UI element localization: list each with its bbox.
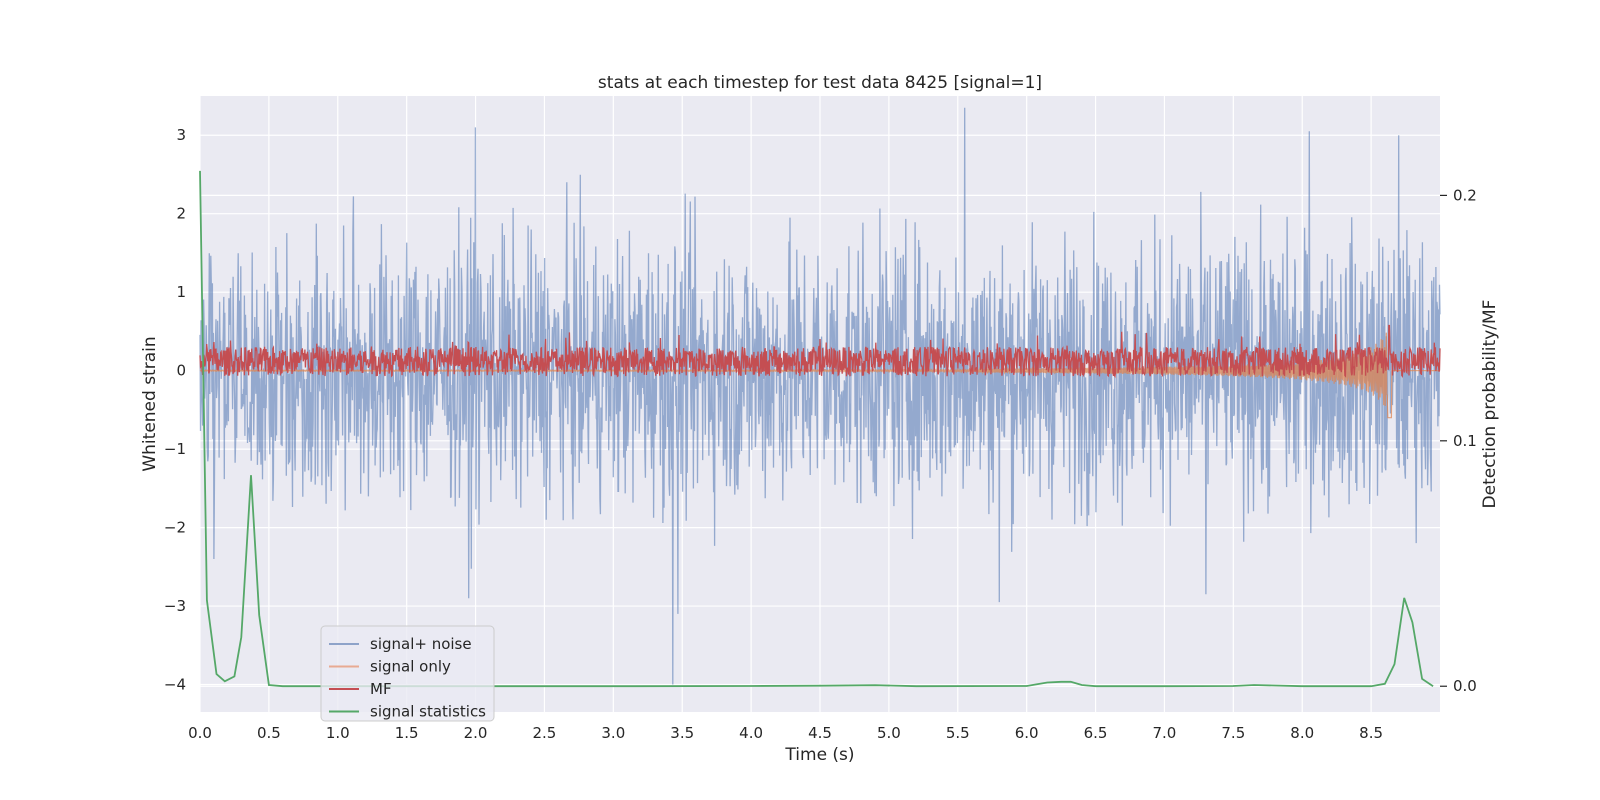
y-tick-label: 0 [176, 362, 186, 380]
x-tick-label: 1.5 [395, 724, 419, 742]
x-tick-label: 8.5 [1359, 724, 1383, 742]
x-tick-label: 5.0 [877, 724, 901, 742]
x-tick-label: 8.0 [1290, 724, 1314, 742]
y2-tick-label: 0.1 [1453, 432, 1477, 450]
chart-title: stats at each timestep for test data 842… [598, 73, 1042, 93]
legend-label: signal+ noise [370, 635, 472, 653]
x-tick-label: 3.0 [601, 724, 625, 742]
x-tick-label: 7.5 [1221, 724, 1245, 742]
y2-tick-label: 0.0 [1453, 677, 1477, 695]
x-tick-label: 0.5 [257, 724, 281, 742]
x-tick-label: 1.0 [326, 724, 350, 742]
x-tick-label: 5.5 [946, 724, 970, 742]
y-tick-label: −2 [164, 519, 186, 537]
series-signal-statistics [199, 170, 1434, 688]
y2-axis-label: Detection probability/MF [1480, 300, 1500, 509]
y-axis-label: Whitened strain [140, 336, 160, 471]
legend-box [320, 625, 495, 722]
x-tick-label: 4.0 [739, 724, 763, 742]
y-tick-label: 3 [176, 126, 186, 144]
x-tick-label: 6.5 [1084, 724, 1108, 742]
legend-label: MF [370, 680, 392, 698]
y-tick-label: −3 [164, 597, 186, 615]
y-tick-label: 2 [176, 205, 186, 223]
x-tick-label: 4.5 [808, 724, 832, 742]
legend-label: signal only [370, 658, 451, 676]
y2-tick-label: 0.2 [1453, 186, 1477, 204]
x-tick-label: 0.0 [188, 724, 212, 742]
x-tick-label: 2.0 [464, 724, 488, 742]
x-tick-label: 3.5 [670, 724, 694, 742]
x-axis-label: Time (s) [784, 745, 854, 765]
legend: signal+ noise signal only MF signal statist… [320, 625, 495, 722]
y-tick-label: −4 [164, 676, 186, 694]
x-tick-label: 7.0 [1153, 724, 1177, 742]
grid [199, 96, 1440, 712]
ticks: 0.0 0.5 1.0 1.5 2.0 2.5 3.0 3.5 4.0 4.5 5.0 5.5 6.0 6… [164, 126, 1477, 742]
series-layer [199, 107, 1441, 688]
series-mf [199, 324, 1441, 379]
x-tick-label: 6.0 [1015, 724, 1039, 742]
legend-label: signal statistics [370, 703, 486, 721]
y-tick-label: 1 [176, 283, 186, 301]
x-tick-label: 2.5 [533, 724, 557, 742]
y-tick-label: −1 [164, 440, 186, 458]
